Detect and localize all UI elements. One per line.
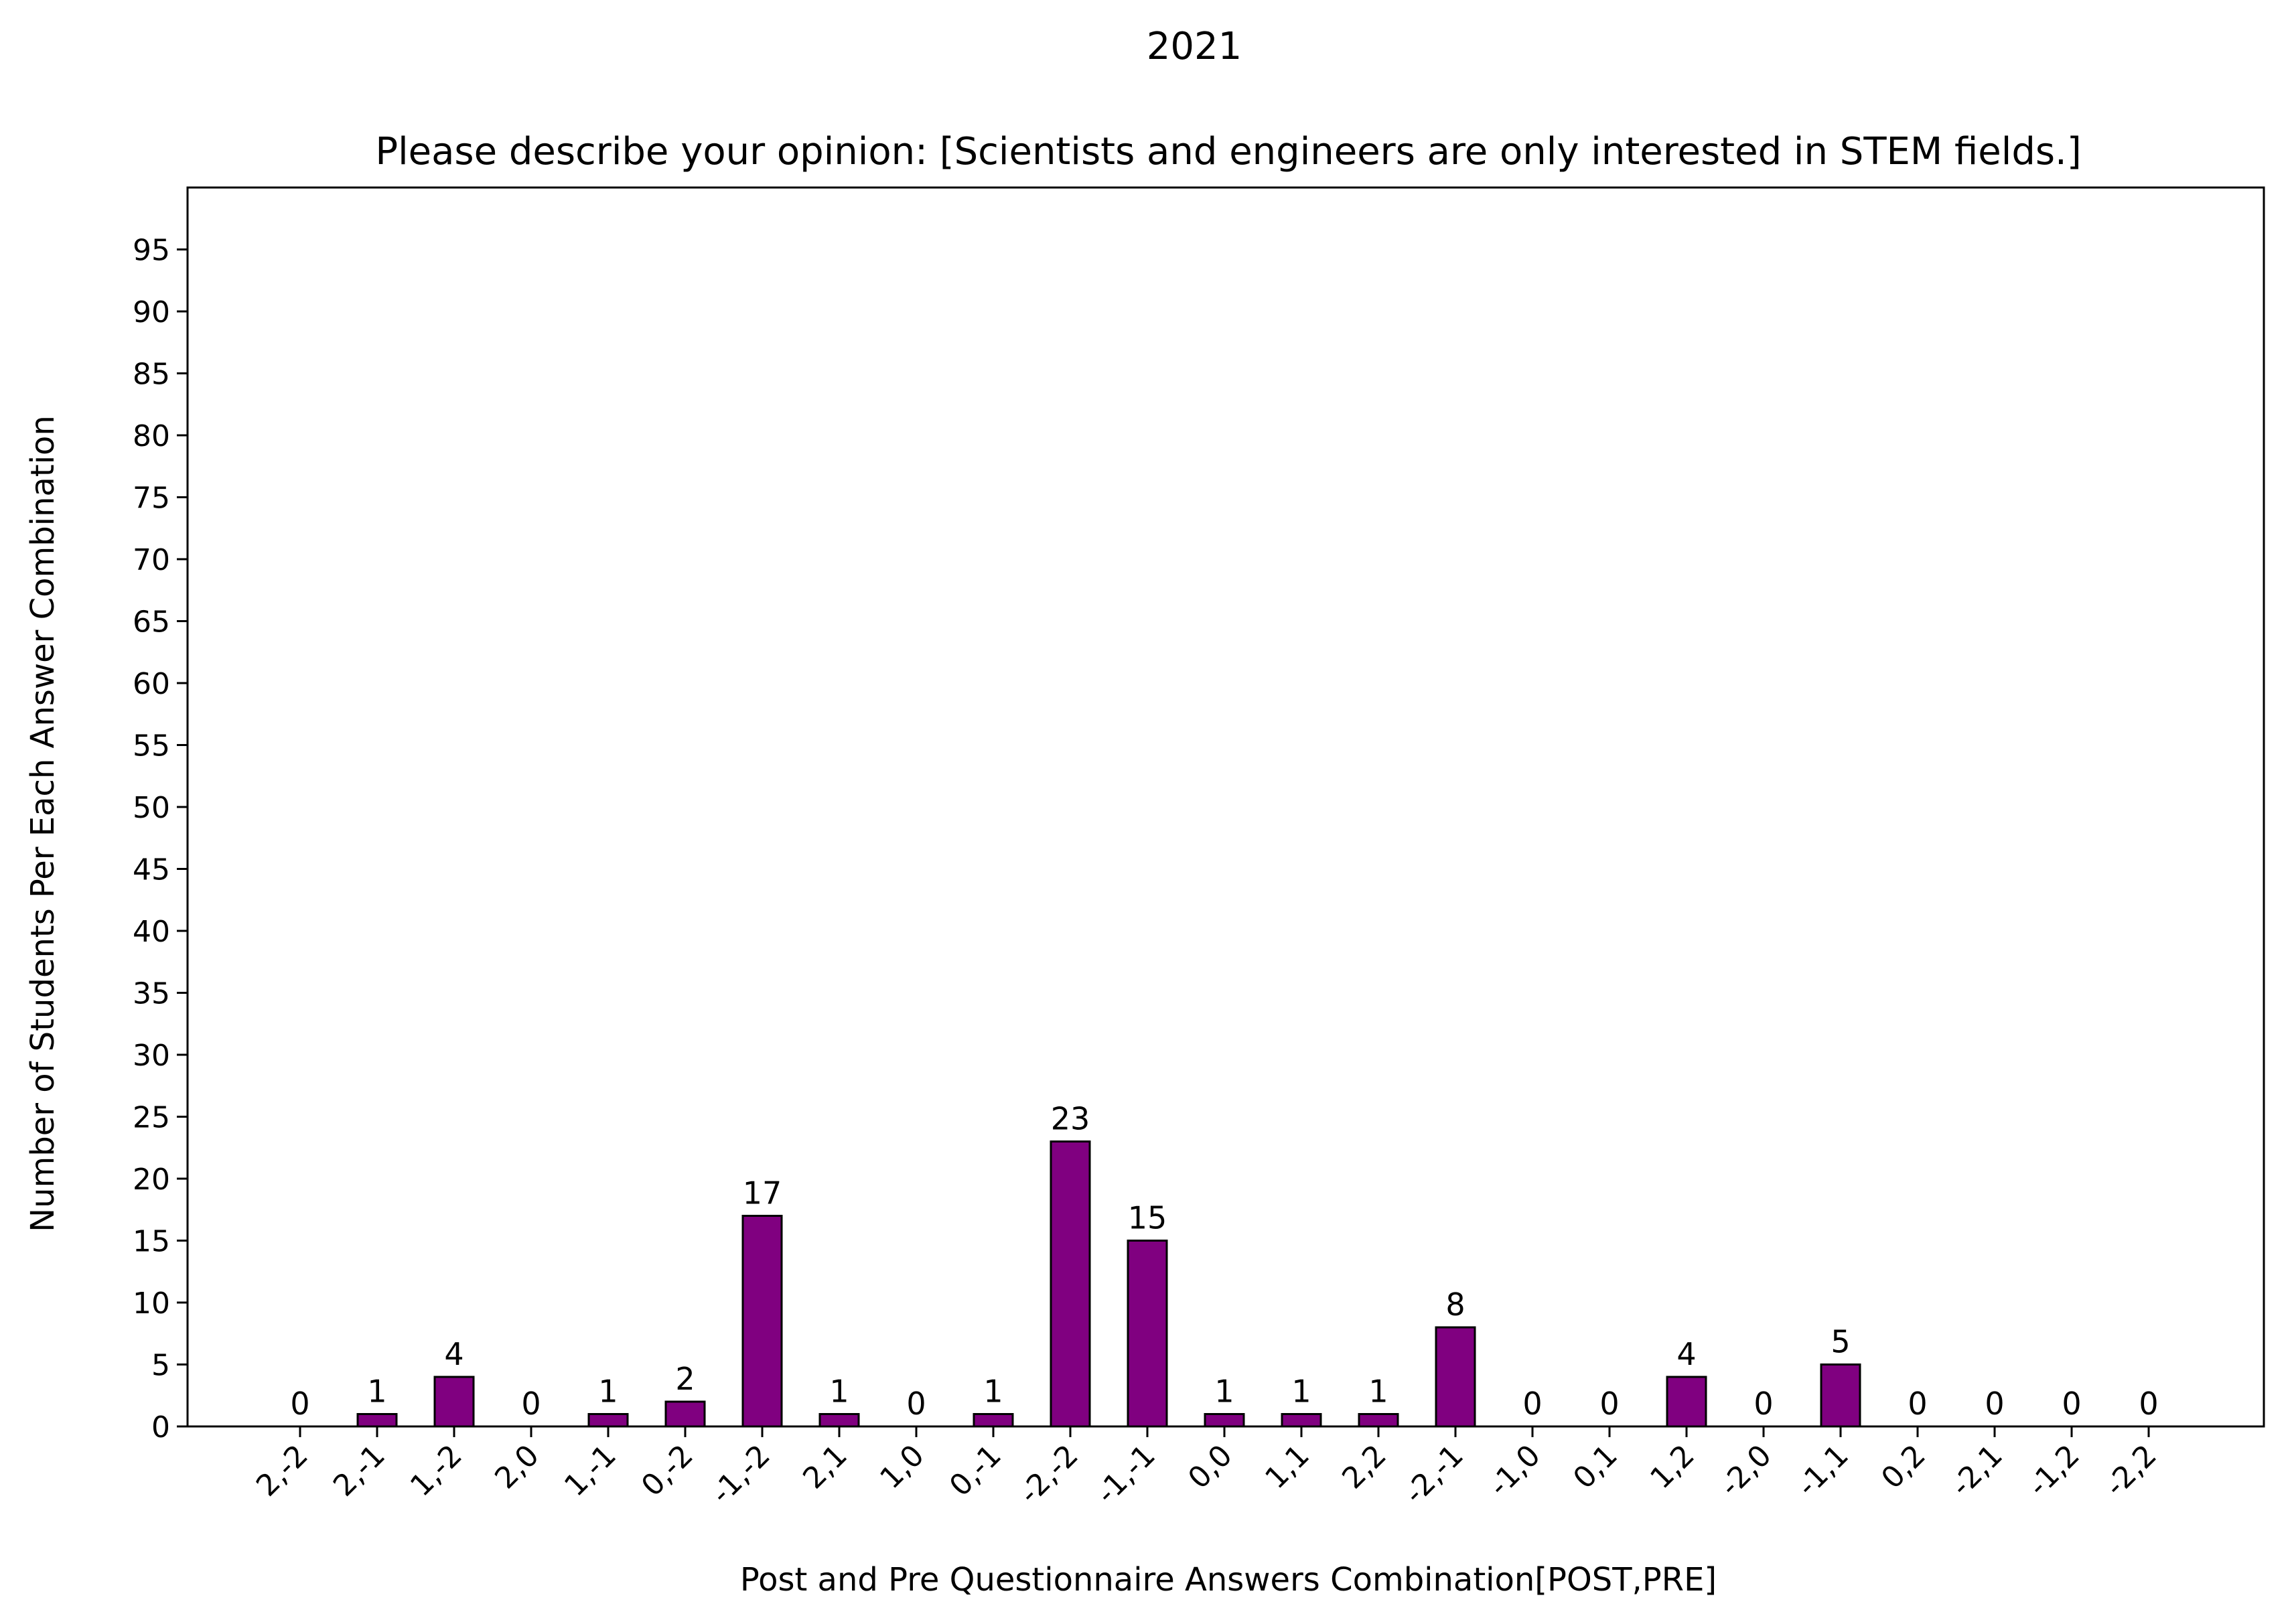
bar-value-label: 1	[983, 1374, 1003, 1410]
bar-value-label: 1	[1291, 1374, 1311, 1410]
bar-value-label: 4	[444, 1336, 463, 1372]
y-axis-label: Number of Students Per Each Answer Combi…	[24, 415, 62, 1232]
bar	[741, 1215, 783, 1428]
bar	[1127, 1240, 1168, 1428]
bar	[1435, 1326, 1476, 1428]
bar-value-label: 1	[1214, 1374, 1234, 1410]
y-tick-label: 60	[133, 667, 170, 701]
bar	[1358, 1413, 1399, 1428]
bar-value-label: 17	[743, 1175, 782, 1211]
y-tick-label: 95	[133, 234, 170, 268]
chart-suptitle: 2021	[1147, 25, 1242, 68]
bar-value-label: 0	[2139, 1386, 2158, 1422]
bar-value-label: 0	[521, 1386, 541, 1422]
chart-title: Please describe your opinion: [Scientist…	[375, 130, 2081, 173]
bar-value-label: 23	[1051, 1101, 1090, 1137]
bar	[356, 1413, 398, 1428]
bar	[818, 1413, 860, 1428]
y-tick-label: 30	[133, 1039, 170, 1073]
y-tick-label: 70	[133, 543, 170, 577]
y-tick-label: 15	[133, 1225, 170, 1259]
bar-value-label: 1	[367, 1374, 386, 1410]
y-tick-label: 55	[133, 729, 170, 763]
y-tick-label: 65	[133, 605, 170, 640]
bar-value-label: 0	[1522, 1386, 1542, 1422]
bar-value-label: 5	[1831, 1324, 1850, 1360]
bar-value-label: 2	[675, 1361, 695, 1397]
bar-value-label: 0	[1985, 1386, 2004, 1422]
y-tick-label: 80	[133, 419, 170, 453]
bar-value-label: 1	[1368, 1374, 1388, 1410]
y-tick-label: 20	[133, 1163, 170, 1197]
bar-value-label: 0	[1908, 1386, 1927, 1422]
bar	[1050, 1140, 1091, 1428]
bar-value-label: 15	[1128, 1200, 1167, 1236]
bar-value-label: 0	[1599, 1386, 1619, 1422]
y-tick-label: 10	[133, 1286, 170, 1321]
y-tick-label: 25	[133, 1101, 170, 1135]
x-axis-label: Post and Pre Questionnaire Answers Combi…	[740, 1561, 1717, 1599]
bar-value-label: 0	[1754, 1386, 1773, 1422]
bar	[433, 1376, 475, 1428]
y-tick-label: 90	[133, 295, 170, 329]
y-tick-label: 5	[151, 1349, 170, 1383]
bar-value-label: 1	[598, 1374, 618, 1410]
bar-value-label: 4	[1676, 1336, 1696, 1372]
y-tick-label: 40	[133, 915, 170, 949]
bar	[1820, 1363, 1861, 1428]
y-tick-label: 0	[151, 1410, 170, 1445]
bar-value-label: 0	[906, 1386, 926, 1422]
bar-value-label: 0	[290, 1386, 309, 1422]
bar-value-label: 1	[829, 1374, 849, 1410]
bar	[1666, 1376, 1707, 1428]
bar	[587, 1413, 629, 1428]
bar	[1204, 1413, 1245, 1428]
bar-value-label: 0	[2062, 1386, 2081, 1422]
plot-frame	[186, 186, 2265, 1428]
y-tick-label: 45	[133, 853, 170, 887]
bar-value-label: 8	[1445, 1286, 1465, 1323]
plot-area: 0510152025303540455055606570758085909502…	[133, 186, 2265, 1511]
bar	[664, 1400, 706, 1428]
bar	[1281, 1413, 1322, 1428]
y-tick-label: 35	[133, 977, 170, 1011]
y-tick-label: 50	[133, 791, 170, 825]
y-tick-label: 85	[133, 358, 170, 392]
y-tick-label: 75	[133, 482, 170, 516]
bar	[973, 1413, 1014, 1428]
